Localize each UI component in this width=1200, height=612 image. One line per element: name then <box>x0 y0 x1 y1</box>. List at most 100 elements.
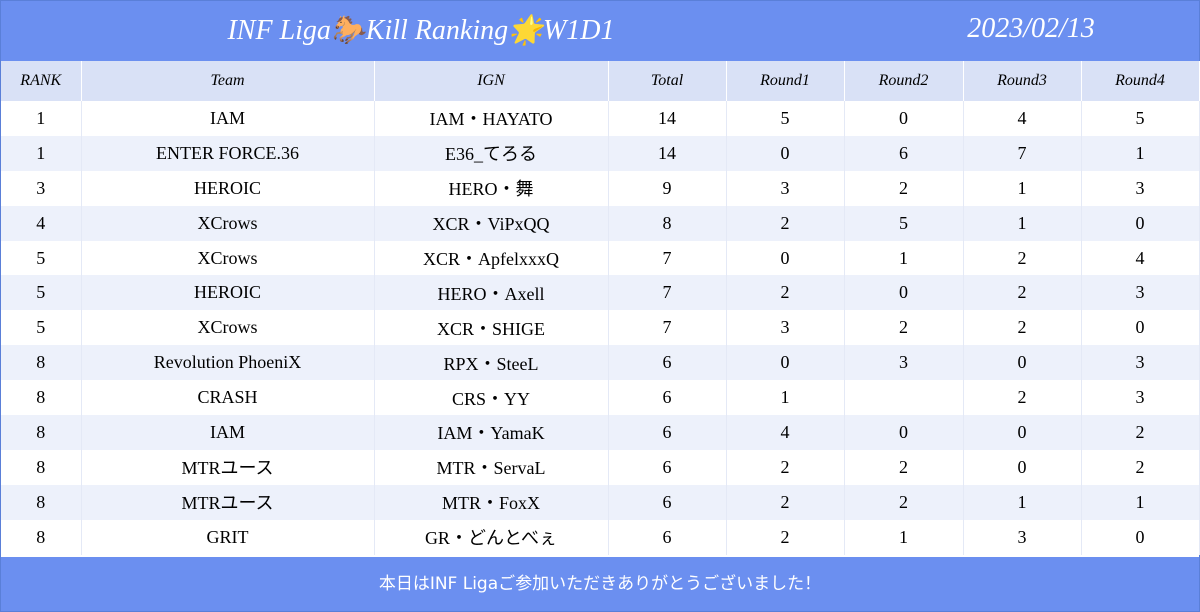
table-cell: 1 <box>1081 484 1200 520</box>
table-cell: 2 <box>963 240 1082 276</box>
table-cell: 2 <box>844 484 964 520</box>
table-cell: MTR・ServaL <box>374 449 609 485</box>
table-cell: Revolution PhoeniX <box>81 345 375 381</box>
table-cell: 1 <box>726 380 845 416</box>
table-cell: 0 <box>963 415 1082 450</box>
table-cell: 4 <box>726 415 845 450</box>
table-cell <box>844 380 964 416</box>
table-cell: MTRユース <box>81 484 375 520</box>
table-cell: 4 <box>963 101 1082 136</box>
table-row: 3 HEROIC HERO・舞 9 3 2 1 3 <box>1 170 1200 206</box>
table-row: 1 IAM IAM・HAYATO 14 5 0 4 5 <box>1 101 1200 136</box>
table-cell: 6 <box>608 449 727 485</box>
table-row: 1 ENTER FORCE.36 E36_てろる 14 0 6 7 1 <box>1 135 1200 171</box>
column-header: IGN <box>374 61 609 101</box>
table-cell: 0 <box>726 345 845 381</box>
column-header: RANK <box>1 61 82 101</box>
table-cell: 2 <box>963 380 1082 416</box>
table-body: 1 IAM IAM・HAYATO 14 5 0 4 5 1 ENTER FORCE.36 E36_て… <box>1 101 1200 555</box>
table-cell: 0 <box>844 415 964 450</box>
table-cell: XCrows <box>81 310 375 346</box>
table-cell: 7 <box>963 135 1082 171</box>
column-header: Total <box>608 61 727 101</box>
table-cell: IAM・HAYATO <box>374 101 609 136</box>
date: 2023/02/13 <box>967 13 1095 44</box>
table-cell: 6 <box>608 415 727 450</box>
table-cell: 6 <box>844 135 964 171</box>
table-cell: 9 <box>608 170 727 206</box>
table-cell: 5 <box>1 240 82 276</box>
table-row: 8 MTRユース MTR・ServaL 6 2 2 0 2 <box>1 449 1200 485</box>
table-cell: 8 <box>1 415 82 450</box>
table-cell: 0 <box>726 240 845 276</box>
table-cell: 14 <box>608 135 727 171</box>
table-cell: 1 <box>844 519 964 555</box>
table-cell: 3 <box>844 345 964 381</box>
table-cell: 1 <box>1 101 82 136</box>
table-cell: 7 <box>608 275 727 311</box>
table-cell: 6 <box>608 519 727 555</box>
table-cell: 3 <box>1081 380 1200 416</box>
table-cell: 1 <box>1081 135 1200 171</box>
table-cell: 0 <box>1081 519 1200 555</box>
table-cell: 3 <box>1081 170 1200 206</box>
table-cell: GR・どんとべぇ <box>374 519 609 555</box>
table-row: 8 MTRユース MTR・FoxX 6 2 2 1 1 <box>1 484 1200 520</box>
table-cell: 6 <box>608 380 727 416</box>
table-cell: 5 <box>1081 101 1200 136</box>
table-cell: 8 <box>1 380 82 416</box>
table-cell: 7 <box>608 310 727 346</box>
table-row: 8 IAM IAM・YamaK 6 4 0 0 2 <box>1 415 1200 450</box>
table-cell: 7 <box>608 240 727 276</box>
table-cell: HERO・舞 <box>374 170 609 206</box>
table-cell: 2 <box>726 449 845 485</box>
table-row: 5 XCrows XCR・ApfelxxxQ 7 0 1 2 4 <box>1 240 1200 276</box>
table-cell: 3 <box>1 170 82 206</box>
table-cell: E36_てろる <box>374 135 609 171</box>
table-cell: 2 <box>844 310 964 346</box>
table-cell: CRS・YY <box>374 380 609 416</box>
table-cell: 2 <box>726 519 845 555</box>
table-cell: 0 <box>1081 205 1200 241</box>
table-cell: 8 <box>1 519 82 555</box>
table-cell: 3 <box>726 170 845 206</box>
table-row: 8 Revolution PhoeniX RPX・SteeL 6 0 3 0 3 <box>1 345 1200 381</box>
table-cell: 6 <box>608 484 727 520</box>
table-cell: 5 <box>726 101 845 136</box>
ranking-table: RANK Team IGN Total Round1 Round2 Round3 Round4… <box>1 61 1200 555</box>
table-cell: 5 <box>1 310 82 346</box>
title: INF Liga🐎Kill Ranking🌟W1D1 <box>227 15 615 46</box>
table-cell: IAM <box>81 101 375 136</box>
table-cell: 0 <box>963 345 1082 381</box>
table-cell: CRASH <box>81 380 375 416</box>
table-cell: 3 <box>726 310 845 346</box>
table-cell: 0 <box>844 275 964 311</box>
table-cell: 0 <box>1081 310 1200 346</box>
table-cell: 2 <box>963 310 1082 346</box>
table-cell: 2 <box>844 449 964 485</box>
table-cell: 4 <box>1 205 82 241</box>
table-cell: 2 <box>726 275 845 311</box>
table-cell: 1 <box>1 135 82 171</box>
table-cell: 0 <box>726 135 845 171</box>
table-cell: 2 <box>1081 415 1200 450</box>
column-header: Round4 <box>1081 61 1200 101</box>
table-cell: 1 <box>844 240 964 276</box>
table-cell: XCR・ViPxQQ <box>374 205 609 241</box>
column-header: Round3 <box>963 61 1082 101</box>
table-cell: 0 <box>844 101 964 136</box>
table-cell: 1 <box>963 205 1082 241</box>
table-cell: 8 <box>1 345 82 381</box>
table-cell: RPX・SteeL <box>374 345 609 381</box>
column-header: Team <box>81 61 375 101</box>
table-cell: XCrows <box>81 240 375 276</box>
table-cell: 6 <box>608 345 727 381</box>
footer: 本日はINF Ligaご参加いただきありがとうございました！ <box>1 557 1199 611</box>
table-cell: IAM <box>81 415 375 450</box>
table-cell: 5 <box>1 275 82 311</box>
table-cell: 0 <box>963 449 1082 485</box>
header-row: RANK Team IGN Total Round1 Round2 Round3 Round4 <box>1 61 1200 101</box>
table-cell: GRIT <box>81 519 375 555</box>
table-cell: 3 <box>1081 345 1200 381</box>
